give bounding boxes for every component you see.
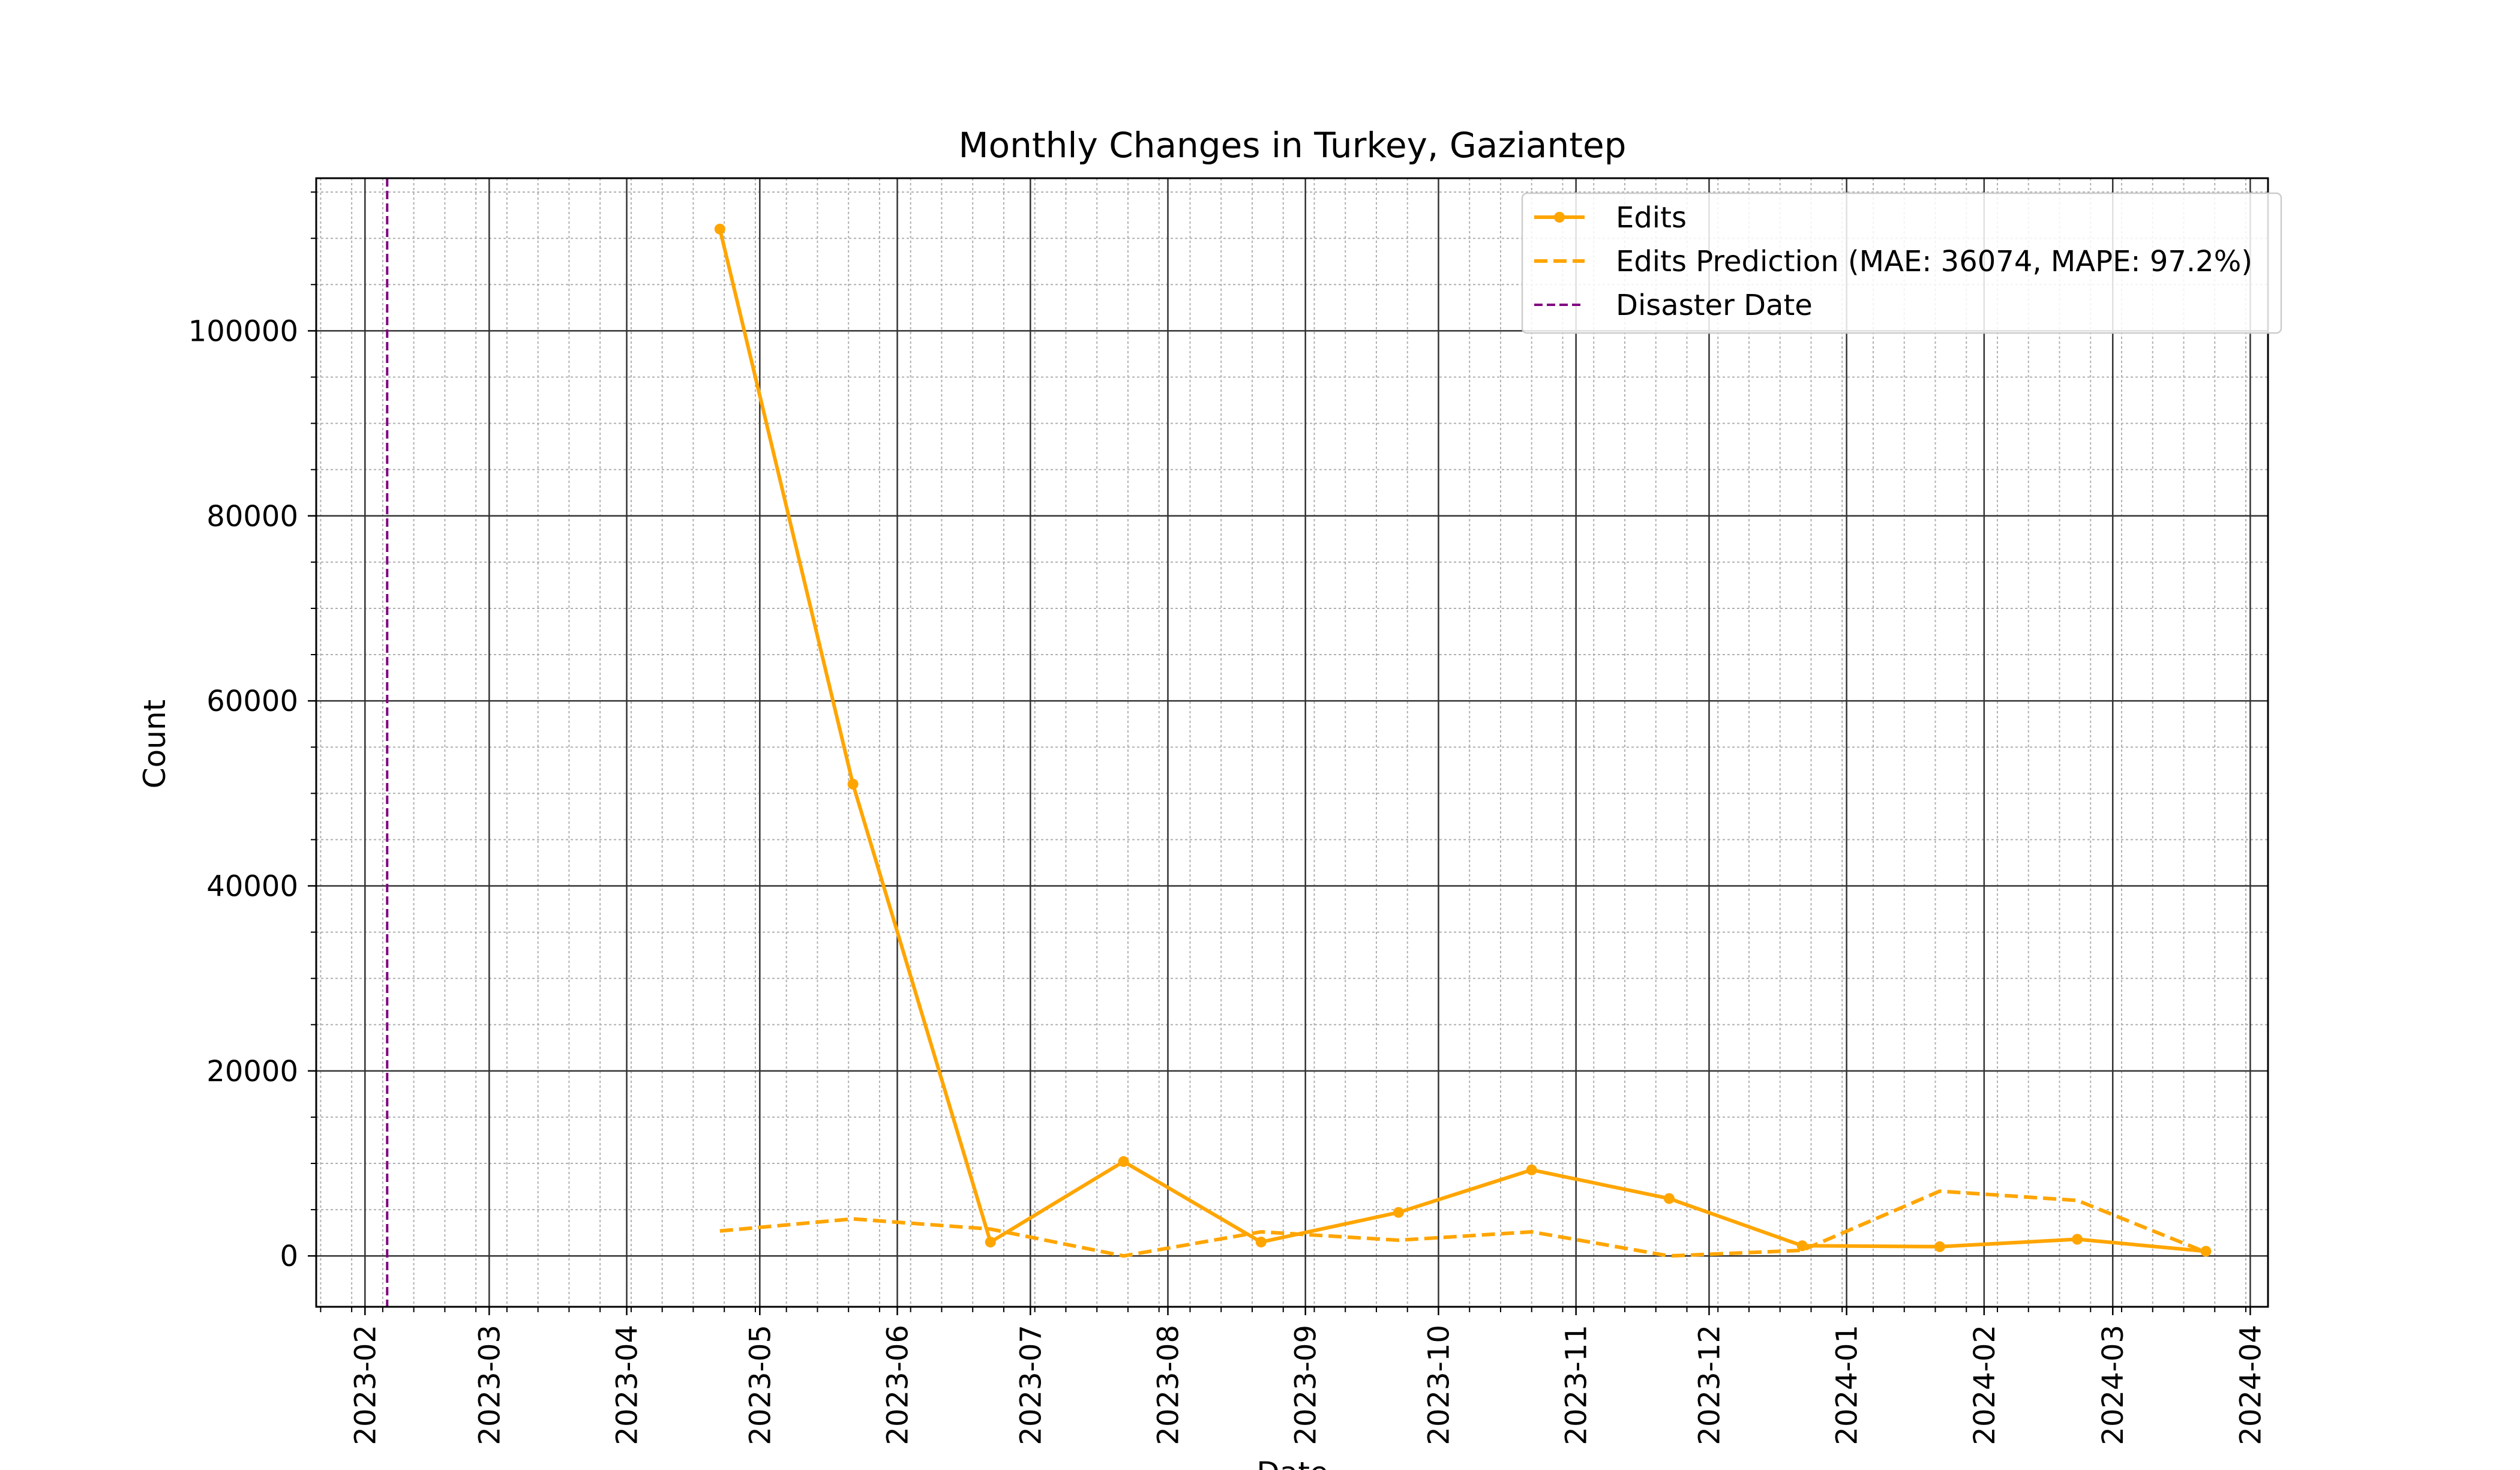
x-tick-label: 2023-05 bbox=[743, 1325, 777, 1445]
plot-area: 2023-02 2023-03 2023-04 2023-05 2023-06 2023-… bbox=[188, 177, 2282, 1445]
edits-data-point bbox=[1796, 1240, 1808, 1252]
legend-box bbox=[1521, 192, 2282, 334]
legend: Edits Edits Prediction (MAE: 36074, MAPE:… bbox=[1521, 192, 2282, 334]
chart-title: Monthly Changes in Turkey, Gaziantep bbox=[959, 125, 1627, 166]
x-axis-label: Date bbox=[1256, 1456, 1328, 1470]
x-tick-label: 2024-01 bbox=[1831, 1325, 1864, 1445]
axes-frame bbox=[315, 177, 2269, 1308]
legend-item-edits-label: Edits bbox=[1616, 201, 1687, 235]
edits-prediction-series-line bbox=[719, 1189, 2207, 1258]
y-tick-label: 100000 bbox=[188, 314, 298, 348]
edits-data-point bbox=[1663, 1193, 1675, 1204]
y-tick-label: 60000 bbox=[206, 685, 298, 718]
edits-data-point bbox=[2200, 1246, 2212, 1257]
edits-data-point bbox=[1393, 1207, 1404, 1218]
y-tick-label: 80000 bbox=[206, 500, 298, 533]
x-tick-label: 2023-03 bbox=[473, 1325, 506, 1445]
legend-item-edits-prediction-label: Edits Prediction (MAE: 36074, MAPE: 97.2… bbox=[1616, 245, 2252, 278]
x-tick-label: 2023-08 bbox=[1151, 1325, 1185, 1445]
x-tick-label: 2023-10 bbox=[1422, 1325, 1456, 1445]
y-axis-label: Count bbox=[137, 700, 172, 789]
edits-data-point bbox=[1526, 1164, 1537, 1175]
edits-data-point bbox=[714, 223, 725, 235]
x-tick-label: 2024-02 bbox=[1968, 1325, 2002, 1445]
x-tick-label: 2023-06 bbox=[881, 1325, 915, 1445]
edits-data-point bbox=[1118, 1156, 1129, 1167]
x-tick-label: 2023-12 bbox=[1693, 1325, 1726, 1445]
x-tick-label: 2023-07 bbox=[1014, 1325, 1048, 1445]
x-tick-label: 2023-04 bbox=[611, 1325, 644, 1445]
legend-item-edits-marker bbox=[1554, 212, 1565, 223]
y-tick-label: 40000 bbox=[206, 869, 298, 903]
edits-data-point bbox=[1255, 1237, 1267, 1248]
edits-data-point bbox=[985, 1237, 996, 1248]
y-tick-label: 20000 bbox=[206, 1055, 298, 1088]
edits-data-point bbox=[2072, 1234, 2083, 1245]
legend-item-disaster-date-label: Disaster Date bbox=[1616, 289, 1813, 322]
x-tick-label: 2024-03 bbox=[2096, 1325, 2130, 1445]
x-tick-label: 2023-02 bbox=[349, 1325, 382, 1445]
edits-data-point bbox=[1934, 1241, 1945, 1252]
x-tick-label: 2023-09 bbox=[1289, 1325, 1323, 1445]
x-tick-label: 2024-04 bbox=[2234, 1325, 2267, 1445]
edits-data-point bbox=[847, 778, 859, 790]
edits-series-line bbox=[718, 229, 2206, 1253]
x-tick-label: 2023-11 bbox=[1560, 1325, 1594, 1445]
y-tick-label: 0 bbox=[280, 1240, 298, 1273]
